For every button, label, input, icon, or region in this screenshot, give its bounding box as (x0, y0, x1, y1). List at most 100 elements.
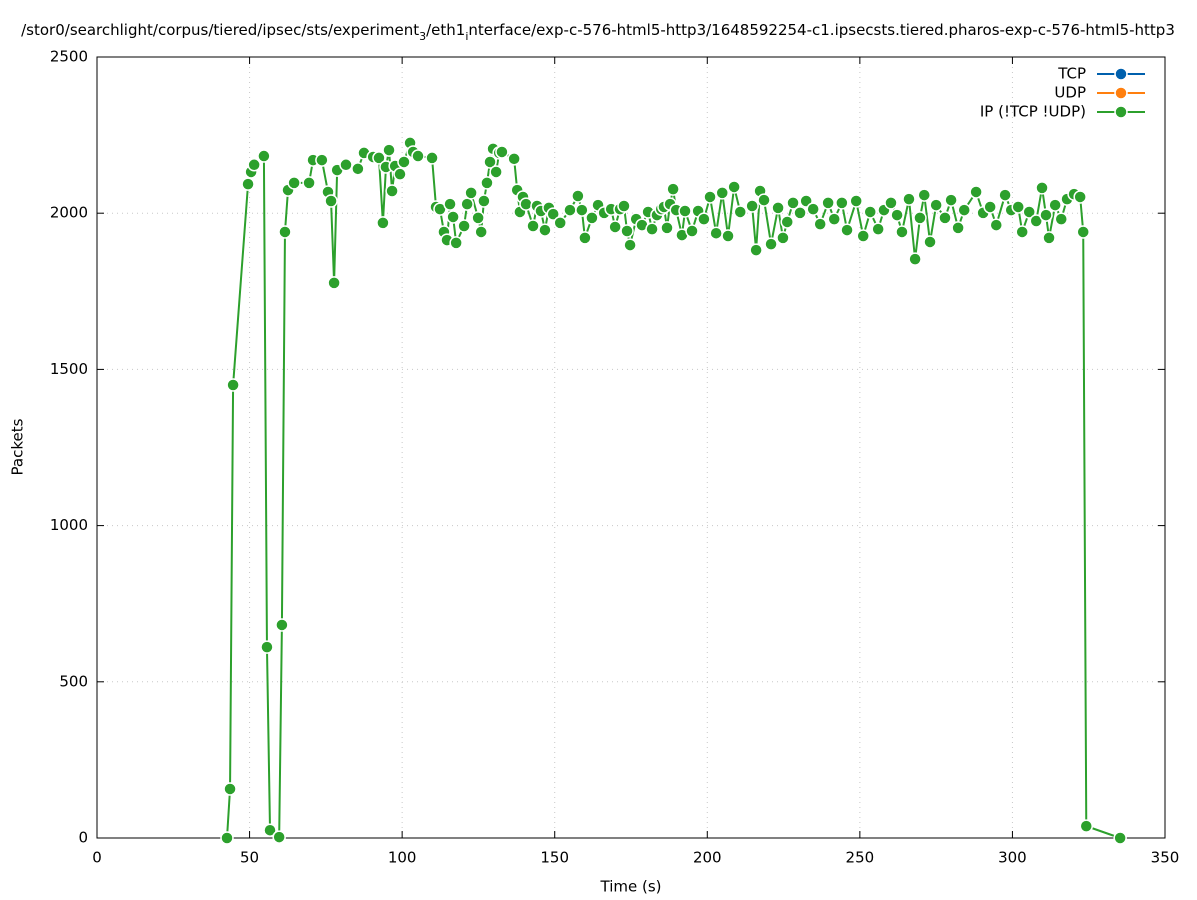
y-tick-label: 2500 (50, 48, 88, 66)
point (749, 243, 763, 257)
point (944, 193, 958, 207)
point (1022, 205, 1036, 219)
point (397, 155, 411, 169)
point (938, 211, 952, 225)
point (863, 205, 877, 219)
point (382, 143, 396, 157)
point (923, 235, 937, 249)
point (477, 194, 491, 208)
point (563, 203, 577, 217)
point (464, 186, 478, 200)
y-axis-label: Packets (9, 418, 27, 475)
point (806, 202, 820, 216)
point (1039, 208, 1053, 222)
point (709, 226, 723, 240)
point (411, 149, 425, 163)
legend-label: UDP (1054, 84, 1086, 102)
x-tick-label: 100 (388, 849, 417, 867)
point (272, 830, 286, 844)
point (480, 176, 494, 190)
title-part: 3 (419, 30, 426, 43)
point (871, 222, 885, 236)
point (220, 831, 234, 845)
point (902, 192, 916, 206)
title-part: nterface/exp-c-576-html5-http3/164859225… (468, 21, 1174, 39)
x-tick-label: 300 (998, 849, 1027, 867)
point (721, 229, 735, 243)
point (715, 186, 729, 200)
point (393, 167, 407, 181)
point (483, 155, 497, 169)
point (553, 216, 567, 230)
title-part: i (465, 30, 468, 43)
point (764, 237, 778, 251)
point (908, 252, 922, 266)
point (840, 223, 854, 237)
point (786, 196, 800, 210)
point (302, 176, 316, 190)
point (913, 211, 927, 225)
point (623, 238, 637, 252)
legend-marker (1114, 105, 1128, 119)
point (578, 231, 592, 245)
point (813, 217, 827, 231)
point (856, 229, 870, 243)
point (608, 220, 622, 234)
title-part: /stor0/searchlight/corpus/tiered/ipsec/s… (21, 21, 419, 39)
legend-marker (1114, 86, 1128, 100)
legend-label: TCP (1057, 65, 1086, 83)
point (697, 212, 711, 226)
legend-marker (1114, 67, 1128, 81)
point (324, 194, 338, 208)
point (1029, 214, 1043, 228)
point (733, 205, 747, 219)
point (678, 204, 692, 218)
point (1048, 198, 1062, 212)
point (1011, 200, 1025, 214)
point (917, 188, 931, 202)
point (1073, 190, 1087, 204)
point (260, 640, 274, 654)
point (757, 193, 771, 207)
y-tick-label: 500 (59, 672, 88, 690)
point (443, 197, 457, 211)
point (507, 152, 521, 166)
point (263, 823, 277, 837)
point (660, 221, 674, 235)
point (449, 236, 463, 250)
point (247, 158, 261, 172)
point (489, 165, 503, 179)
point (1035, 181, 1049, 195)
point (1054, 212, 1069, 226)
series-line (225, 139, 1121, 840)
point (827, 212, 841, 226)
point (287, 176, 301, 190)
point (339, 158, 353, 172)
point (1076, 225, 1090, 239)
y-tick-label: 1500 (50, 360, 88, 378)
point (223, 782, 237, 796)
point (989, 218, 1004, 232)
point (951, 221, 965, 235)
point (474, 225, 488, 239)
point (849, 194, 863, 208)
point (620, 224, 634, 238)
point (835, 196, 849, 210)
point (780, 215, 794, 229)
point (278, 225, 292, 239)
y-tick-label: 2000 (50, 204, 88, 222)
point (471, 211, 485, 225)
point (890, 208, 904, 222)
point (645, 222, 659, 236)
x-tick-label: 250 (846, 849, 875, 867)
point (585, 211, 599, 225)
point (703, 190, 717, 204)
title-part: /eth1 (426, 21, 465, 39)
point (617, 199, 631, 213)
x-tick-label: 0 (92, 849, 102, 867)
point (315, 153, 329, 167)
point (575, 203, 589, 217)
point (821, 196, 835, 210)
point (666, 182, 680, 196)
